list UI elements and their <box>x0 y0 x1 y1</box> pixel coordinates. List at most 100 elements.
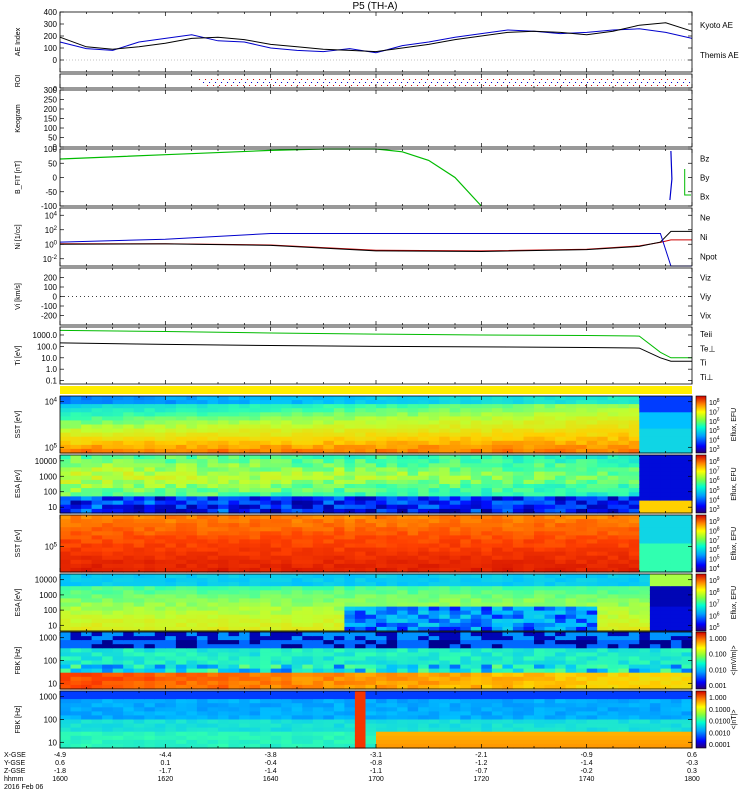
spectrogram-cell <box>70 563 82 569</box>
spectrogram-cell <box>281 504 293 510</box>
spectrogram-cell <box>502 582 514 587</box>
spectrogram-cell <box>249 614 261 620</box>
spectrogram-cell <box>281 408 293 413</box>
spectrogram-cell <box>123 684 135 690</box>
spectrogram-cell <box>428 444 440 450</box>
spectrogram-cell <box>186 504 198 510</box>
spectrogram-cell <box>649 539 661 545</box>
spectrogram-cell <box>555 563 567 569</box>
spectrogram-cell <box>354 504 366 510</box>
spectrogram-cell <box>344 484 356 489</box>
legend-entry: Ti <box>700 359 707 368</box>
spectrogram-cell <box>639 598 651 604</box>
spectrogram-cell <box>376 543 388 549</box>
spectrogram-cell <box>175 408 187 413</box>
spectrogram-cell <box>576 459 588 464</box>
spectrogram-cell <box>112 428 124 434</box>
spectrogram-cell <box>491 574 503 579</box>
y-axis-label: Vi [km/s] <box>15 283 22 310</box>
spectrogram-cell <box>670 467 682 473</box>
spectrogram-cell <box>555 467 567 473</box>
roi-flag <box>243 85 245 86</box>
spectrogram-cell <box>544 551 556 557</box>
spectrogram-cell <box>81 598 93 604</box>
spectrogram-cell <box>196 559 208 565</box>
spectrogram-cell <box>354 644 366 649</box>
spectrogram-cell <box>112 618 124 624</box>
roi-flag <box>329 82 331 83</box>
spectrogram-cell <box>186 547 198 553</box>
spectrogram-cell <box>291 622 303 628</box>
spectrogram-cell <box>681 475 693 481</box>
spectrogram-cell <box>418 606 430 612</box>
spectrogram-cell <box>239 664 251 670</box>
spectrogram-cell <box>123 626 135 632</box>
spectrogram-cell <box>428 404 440 409</box>
spectrogram-cell <box>544 598 556 604</box>
spectrogram-cell <box>333 496 345 502</box>
spectrogram-cell <box>628 467 640 473</box>
roi-flag <box>615 85 617 86</box>
spectrogram-cell <box>512 668 524 674</box>
spectrogram-cell <box>449 467 461 473</box>
spectrogram-cell <box>365 467 377 473</box>
spectrogram-cell <box>207 488 219 493</box>
spectrogram-cell <box>628 475 640 481</box>
spectrogram-cell <box>70 622 82 628</box>
spectrogram-cell <box>186 500 198 506</box>
spectrogram-cell <box>91 535 103 541</box>
spectrogram-cell <box>270 582 282 587</box>
spectrogram-cell <box>123 632 135 637</box>
spectrogram-cell <box>386 640 398 645</box>
roi-flag <box>263 82 265 83</box>
spectrogram-cell <box>386 527 398 532</box>
spectrogram-cell <box>144 555 156 561</box>
spectrogram-cell <box>165 602 177 608</box>
spectrogram-cell <box>102 467 114 473</box>
spectrogram-cell <box>586 535 598 541</box>
spectrogram-cell <box>555 420 567 426</box>
spectrogram-cell <box>565 479 577 485</box>
spectrogram-cell <box>91 424 103 430</box>
spectrogram-cell <box>597 448 609 454</box>
spectrogram-cell <box>439 668 451 674</box>
spectrogram-cell <box>491 504 503 510</box>
spectrogram-cell <box>376 444 388 450</box>
spectrogram-cell <box>333 508 345 514</box>
spectrogram-cell <box>312 590 324 595</box>
roi-flag <box>621 85 623 86</box>
spectrogram-cell <box>186 543 198 549</box>
spectrogram-cell <box>154 660 166 666</box>
spectrogram-cell <box>649 602 661 608</box>
spectrogram-cell <box>270 539 282 545</box>
spectrogram-cell <box>102 632 114 637</box>
spectrogram-cell <box>175 648 187 653</box>
spectrogram-cell <box>186 598 198 604</box>
spectrogram-cell <box>376 547 388 553</box>
spectrogram-cell <box>91 578 103 583</box>
spectrogram-cell <box>681 396 693 401</box>
spectrogram-cell <box>165 404 177 409</box>
spectrogram-cell <box>618 563 630 569</box>
spectrogram-cell <box>344 500 356 506</box>
spectrogram-cell <box>123 508 135 514</box>
spectrogram-cell <box>397 475 409 481</box>
spectrogram-cell <box>534 598 546 604</box>
spectrogram-cell <box>165 672 177 678</box>
spectrogram-cell <box>397 471 409 477</box>
spectrogram-cell <box>418 578 430 583</box>
spectrogram-cell <box>270 555 282 561</box>
spectrogram-cell <box>354 551 366 557</box>
spectrogram-cell <box>81 527 93 532</box>
spectrogram-cell <box>249 606 261 612</box>
spectrogram-cell <box>218 590 230 595</box>
spectrogram-cell <box>491 467 503 473</box>
spectrogram-cell <box>196 664 208 670</box>
spectrogram-cell <box>60 539 72 545</box>
spectrogram-cell <box>270 563 282 569</box>
spectrogram-cell <box>154 471 166 477</box>
spectrogram-cell <box>323 455 335 460</box>
spectrogram-cell <box>291 590 303 595</box>
spectrogram-cell <box>649 463 661 468</box>
spectrogram-cell <box>628 404 640 409</box>
